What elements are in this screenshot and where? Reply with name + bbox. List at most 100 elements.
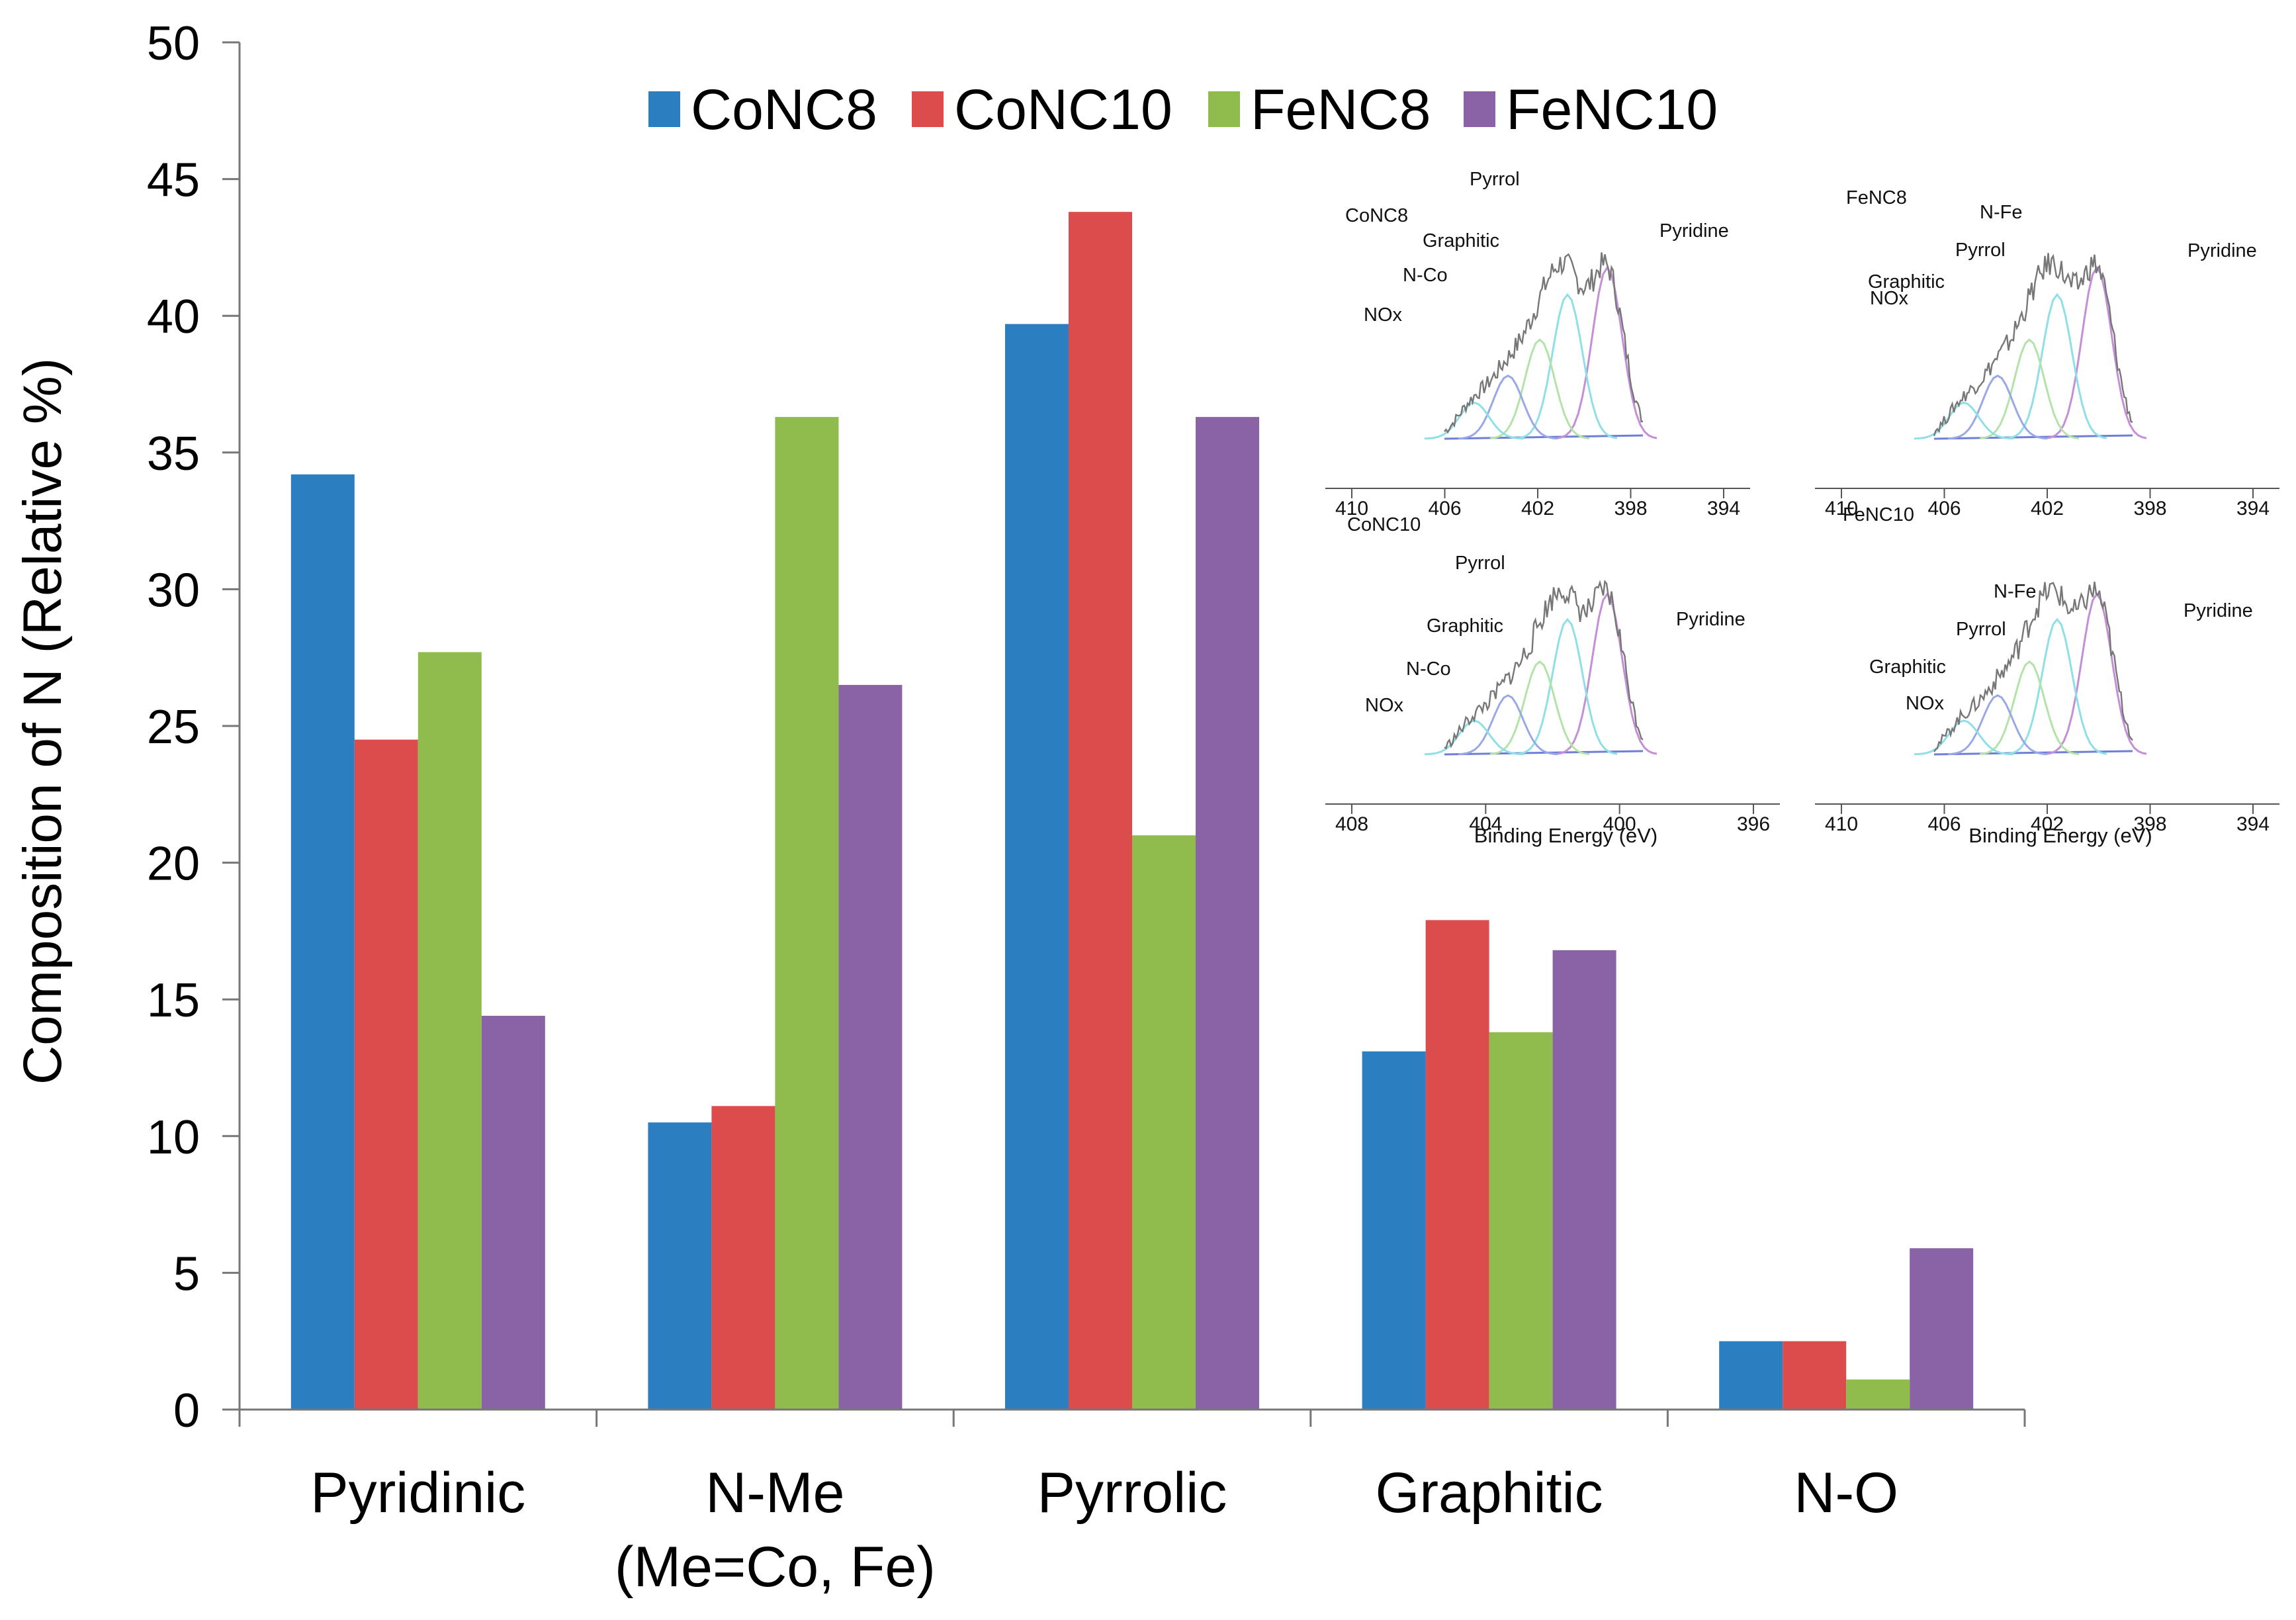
inset-peak-label: N-Fe [1980,202,2022,223]
inset-tick-label: 406 [1927,813,1961,835]
xps-inset: 408 404 400 396 Binding Energy (eV) CoNC10 Pyr… [1325,514,1780,847]
inset-sample-label: FeNC8 [1846,187,1907,208]
inset-raw-spectrum [1444,580,1644,750]
bar-fenc10 [838,685,903,1410]
inset-peak-label: N-Co [1403,265,1448,286]
inset-fit-peak [1979,660,2080,755]
legend-swatch-conc10 [912,91,944,127]
bar-fenc8 [775,417,839,1410]
y-axis-title: Composition of N (Relative %) [13,358,73,1085]
y-tick-label: 5 [173,1247,200,1300]
xps-inset: 410 406 402 398 394 Binding Energy (eV) FeNC10… [1815,504,2279,847]
x-tick-label: Pyrrolic [1038,1461,1227,1525]
bar-conc8 [1005,324,1069,1410]
inset-peak-label: NOx [1364,304,1403,326]
bar-fenc10 [1910,1248,1974,1410]
bar-fenc10 [1552,950,1616,1410]
y-tick-label: 20 [147,838,200,891]
bar-conc8 [1362,1051,1426,1410]
inset-tick-label: 402 [2031,813,2064,835]
inset-tick-label: 394 [2236,498,2270,519]
x-tick-label-line: N-Me [705,1461,844,1525]
bar-conc10 [1783,1341,1847,1410]
legend-label-fenc10: FeNC10 [1506,78,1718,142]
inset-peak-label: Graphitic [1868,271,1945,292]
x-tick-label-line: Pyrrolic [1038,1461,1227,1525]
inset-tick-label: 402 [1521,498,1554,519]
inset-tick-label: 400 [1603,813,1636,835]
bar-fenc8 [1846,1379,1910,1410]
inset-tick-label: 394 [2236,813,2270,835]
x-tick-label: N-O [1794,1461,1898,1525]
inset-tick-label: 406 [1428,498,1461,519]
bar-fenc8 [1489,1032,1553,1410]
inset-sample-label: CoNC10 [1347,514,1421,535]
inset-peak-label: NOx [1906,693,1945,714]
y-tick-label: 25 [147,701,200,754]
legend-label-conc10: CoNC10 [954,78,1172,142]
inset-peak-label: N-Co [1406,658,1451,680]
inset-peak-label: Pyridine [2184,600,2253,621]
bar-conc10 [711,1106,775,1410]
inset-peak-label: Graphitic [1423,230,1499,251]
x-tick-label: Pyridinic [310,1461,525,1525]
xps-inset: 410 406 402 398 394 FeNC8 N-Fe Pyrrol GraphiticN… [1815,187,2279,519]
legend-swatch-fenc10 [1464,91,1495,127]
bar-fenc8 [418,652,482,1410]
inset-sample-label: FeNC10 [1843,504,1914,525]
inset-fit-peak [1489,338,1590,439]
inset-peak-label: Pyridine [1659,220,1729,242]
inset-peak-label: Pyrrol [1956,619,2006,640]
inset-tick-label: 406 [1927,498,1961,519]
inset-tick-label: 404 [1469,813,1502,835]
x-tick-label-line: N-O [1794,1461,1898,1525]
inset-fit-peak [1914,719,2014,756]
x-tick-label-line: (Me=Co, Fe) [615,1535,936,1599]
inset-peak-label: N-Fe [1994,581,2036,602]
x-tick-label: Graphitic [1376,1461,1603,1525]
inset-fit-peak [1979,338,2080,439]
inset-tick-label: 398 [2133,813,2166,835]
legend-label-fenc8: FeNC8 [1251,78,1431,142]
x-tick-label: N-Me (Me=Co, Fe) [615,1461,936,1599]
inset-fit-peak [1458,374,1558,440]
x-tick-label-line: Graphitic [1376,1461,1603,1525]
inset-fit-peak [1557,265,1657,439]
inset-peak-label: NOx [1870,288,1909,309]
inset-fit-peak [1947,694,2048,756]
inset-tick-label: 402 [2031,498,2064,519]
legend: CoNC8 CoNC10 FeNC8 FeNC10 [648,78,1718,142]
inset-peak-label: NOx [1365,695,1404,716]
legend-swatch-conc8 [648,91,680,127]
inset-peak-label: Pyrrol [1455,553,1505,574]
inset-tick-label: 398 [2133,498,2166,519]
bar-conc8 [290,474,355,1410]
bar-conc10 [1069,212,1132,1410]
inset-fit-peak [1424,401,1524,440]
inset-fit-peak [2047,265,2147,439]
legend-label-conc8: CoNC8 [691,78,877,142]
y-tick-label: 50 [147,17,200,70]
inset-raw-spectrum [1933,581,2133,752]
xps-inset: 410 406 402 398 394 CoNC8 Pyrrol Graphitic N-CoN… [1325,169,1750,519]
inset-tick-label: 398 [1614,498,1647,519]
inset-fit-peak [1914,401,2014,440]
inset-peak-label: Pyrrol [1470,169,1520,190]
bar-conc8 [648,1122,712,1410]
inset-tick-label: 410 [1335,498,1368,519]
inset-raw-spectrum [1933,253,2133,437]
inset-raw-spectrum [1444,252,1643,434]
bar-fenc10 [481,1015,545,1410]
inset-fit-peak [1947,374,2048,440]
bar-conc8 [1719,1341,1783,1410]
y-tick-label: 10 [147,1111,200,1164]
inset-tick-label: 396 [1737,813,1770,835]
y-tick-label: 15 [147,974,200,1027]
bars [290,212,1974,1410]
inset-fit-peak [1489,660,1590,755]
inset-x-axis-title: Binding Energy (eV) [1474,824,1657,847]
y-tick-label: 35 [147,428,200,480]
inset-fit-peak [2047,592,2147,755]
inset-tick-label: 410 [1825,498,1858,519]
y-tick-label: 0 [173,1384,200,1437]
